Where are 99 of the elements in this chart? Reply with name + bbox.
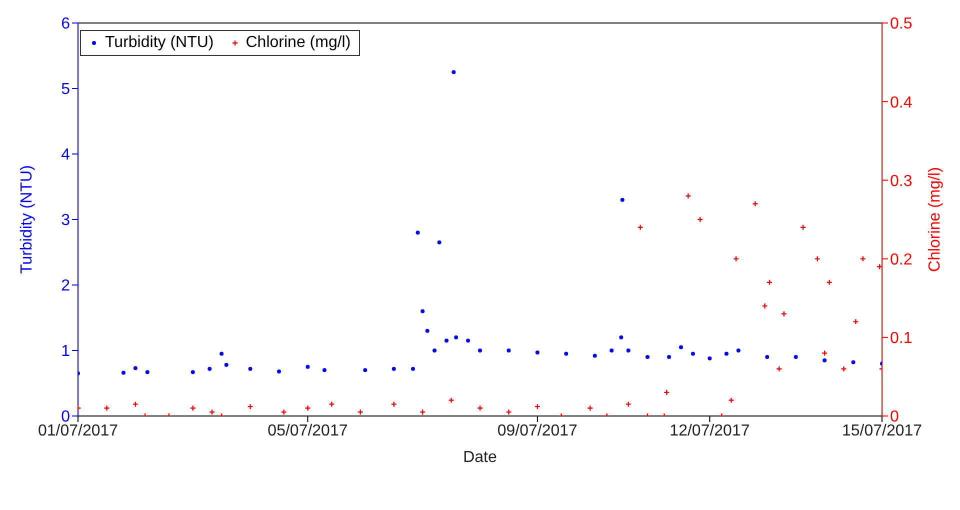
y-tick-label: 6 bbox=[61, 16, 70, 33]
point bbox=[780, 310, 787, 317]
point bbox=[104, 405, 110, 412]
y2-tick-label: 0.1 bbox=[890, 330, 912, 348]
point bbox=[306, 364, 310, 369]
point bbox=[506, 348, 511, 352]
point bbox=[876, 264, 882, 270]
point bbox=[619, 335, 624, 340]
point bbox=[132, 401, 139, 408]
point bbox=[794, 355, 798, 360]
point bbox=[637, 224, 644, 230]
point bbox=[860, 256, 866, 262]
point bbox=[625, 401, 632, 408]
point bbox=[592, 354, 597, 358]
point bbox=[814, 256, 820, 262]
point bbox=[822, 358, 827, 362]
point bbox=[765, 355, 770, 360]
point bbox=[425, 328, 430, 333]
point bbox=[708, 356, 712, 360]
x-tick-label: 12/07/2017 bbox=[670, 422, 750, 440]
point bbox=[432, 348, 437, 352]
point bbox=[304, 405, 311, 412]
point bbox=[690, 352, 695, 356]
y2-axis-title: Chlorine (mg/l) bbox=[926, 167, 944, 272]
y2-tick-label: 0.4 bbox=[890, 94, 912, 112]
point bbox=[208, 366, 212, 371]
y2-tick-label: 0.3 bbox=[890, 172, 912, 190]
point bbox=[685, 192, 692, 200]
point bbox=[454, 335, 458, 340]
point bbox=[208, 408, 216, 416]
point bbox=[224, 362, 228, 367]
point bbox=[452, 70, 456, 74]
point bbox=[247, 403, 254, 410]
point bbox=[736, 348, 740, 352]
x-tick-label: 05/07/2017 bbox=[268, 422, 348, 440]
point bbox=[444, 338, 448, 343]
point bbox=[357, 408, 364, 416]
point bbox=[411, 366, 415, 371]
legend-label: Chlorine (mg/l) bbox=[246, 34, 351, 52]
y2-tick-label: 0.5 bbox=[890, 16, 912, 33]
point bbox=[390, 401, 397, 408]
y-axis-title: Turbidity (NTU) bbox=[18, 165, 36, 274]
y-tick-label: 2 bbox=[61, 278, 70, 295]
x-tick-label: 09/07/2017 bbox=[497, 422, 578, 440]
point bbox=[752, 200, 758, 207]
y-tick-label: 3 bbox=[61, 212, 70, 230]
point bbox=[419, 408, 426, 416]
point bbox=[478, 348, 482, 352]
point bbox=[190, 405, 196, 412]
x-tick-label: 01/07/2017 bbox=[38, 422, 118, 440]
point bbox=[121, 370, 126, 375]
point bbox=[437, 240, 442, 244]
y2-tick-label: 0.2 bbox=[890, 251, 912, 268]
point bbox=[133, 366, 138, 370]
point bbox=[363, 368, 368, 372]
point bbox=[328, 401, 335, 408]
point bbox=[535, 350, 540, 354]
point bbox=[466, 338, 470, 343]
y-tick-label: 1 bbox=[61, 343, 70, 360]
point bbox=[416, 230, 420, 235]
point bbox=[762, 302, 768, 310]
point bbox=[646, 355, 650, 360]
point bbox=[724, 352, 728, 356]
point bbox=[852, 318, 859, 325]
point bbox=[732, 256, 740, 262]
point bbox=[851, 360, 856, 364]
point bbox=[220, 352, 224, 356]
point bbox=[586, 405, 594, 412]
point bbox=[800, 224, 806, 230]
point bbox=[620, 198, 624, 202]
point bbox=[679, 345, 683, 350]
point bbox=[277, 369, 281, 374]
point bbox=[322, 368, 326, 372]
point bbox=[776, 366, 782, 372]
point bbox=[476, 405, 484, 412]
point bbox=[190, 370, 195, 374]
point bbox=[248, 366, 252, 371]
point bbox=[664, 389, 670, 396]
point bbox=[534, 403, 541, 410]
point bbox=[145, 370, 150, 374]
point bbox=[506, 408, 512, 416]
legend-label: Turbidity (NTU) bbox=[105, 34, 214, 52]
point bbox=[392, 366, 396, 371]
point bbox=[420, 309, 425, 314]
point bbox=[448, 397, 454, 404]
point bbox=[766, 279, 773, 286]
point bbox=[697, 216, 704, 223]
point bbox=[280, 408, 287, 416]
point bbox=[821, 350, 828, 356]
x-axis-title: Date bbox=[463, 449, 497, 466]
point bbox=[626, 348, 630, 352]
point bbox=[840, 366, 847, 372]
point bbox=[610, 348, 614, 352]
point bbox=[826, 279, 832, 286]
y-tick-label: 5 bbox=[61, 81, 70, 98]
point bbox=[667, 355, 672, 360]
point bbox=[728, 397, 734, 404]
point bbox=[564, 352, 568, 356]
y-tick-label: 4 bbox=[61, 146, 70, 164]
